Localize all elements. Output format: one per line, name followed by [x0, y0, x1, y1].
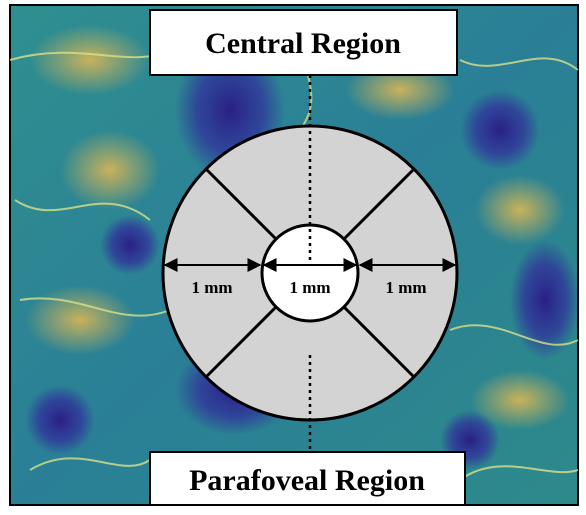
- label-box: Parafoveal Region: [150, 452, 465, 505]
- diagram: 1 mm 1 mm 1 mm Central Region Parafoveal…: [0, 0, 586, 515]
- measurement-label: 1 mm: [191, 278, 232, 297]
- measurement-label: 1 mm: [289, 278, 330, 297]
- label-box: Central Region: [150, 10, 457, 75]
- page: 1 mm 1 mm 1 mm Central Region Parafoveal…: [0, 0, 586, 515]
- bottom-label: Parafoveal Region: [189, 464, 425, 497]
- measurement-label: 1 mm: [385, 278, 426, 297]
- top-label: Central Region: [205, 27, 401, 60]
